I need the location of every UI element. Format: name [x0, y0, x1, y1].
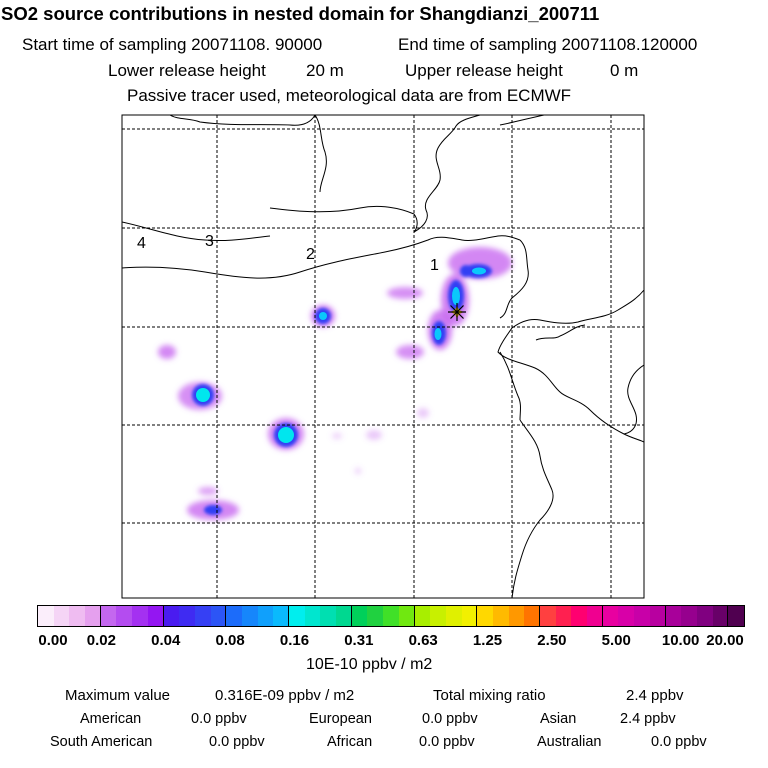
color-scale-unit: 10E-10 ppbv / m2: [306, 656, 433, 673]
coastline-borders: [122, 115, 644, 598]
color-scale-tick-label: 0.00: [38, 632, 68, 649]
color-scale-swatch: [273, 606, 289, 626]
color-scale-swatch: [336, 606, 352, 626]
color-scale-swatch: [524, 606, 540, 626]
color-scale-swatch: [194, 606, 211, 626]
color-scale-swatch: [492, 606, 509, 626]
color-scale-swatch: [602, 606, 619, 626]
color-scale-swatch: [681, 606, 697, 626]
color-scale-tick-label: 2.50: [537, 632, 567, 649]
region-name-asian: Asian: [540, 711, 577, 727]
total-mixing-value: 2.4 ppbv: [626, 687, 684, 704]
color-scale-swatch: [540, 606, 556, 626]
color-scale-swatch: [132, 606, 148, 626]
color-scale-swatch: [618, 606, 635, 626]
region-value-american: 0.0 ppbv: [191, 711, 247, 727]
color-scale-tick-label: 0.31: [344, 632, 374, 649]
color-scale-swatch: [241, 606, 258, 626]
region-value-south-american: 0.0 ppbv: [209, 734, 265, 750]
color-scale-swatch: [210, 606, 227, 626]
color-scale-swatch: [38, 606, 54, 626]
region-label-3: 3: [205, 233, 214, 250]
region-name-african: African: [327, 734, 373, 750]
color-scale-swatch: [414, 606, 431, 626]
color-scale-swatch: [367, 606, 384, 626]
region-name-south-american: South American: [50, 734, 153, 750]
lat-lon-grid: [122, 115, 644, 598]
region-value-european: 0.0 ppbv: [422, 711, 478, 727]
color-scale-swatch: [100, 606, 117, 626]
color-scale-swatch: [351, 606, 368, 626]
color-scale-swatch: [179, 606, 195, 626]
color-scale-swatch: [696, 606, 713, 626]
region-name-australian: Australian: [537, 734, 602, 750]
region-label-1: 1: [430, 257, 439, 274]
color-scale-swatch: [430, 606, 446, 626]
max-value-label: Maximum value: [65, 687, 171, 704]
color-scale-tick-label: 0.02: [86, 632, 116, 649]
color-scale-swatch: [571, 606, 588, 626]
start-time-label: Start time of sampling 20071108. 90000: [22, 35, 323, 54]
color-scale-swatch: [665, 606, 682, 626]
color-scale-swatch: [587, 606, 603, 626]
color-scale-swatch: [163, 606, 180, 626]
color-scale-swatch: [383, 606, 399, 626]
color-scale-swatch: [320, 606, 337, 626]
color-scale-swatch: [649, 606, 666, 626]
color-scale-swatch: [69, 606, 86, 626]
color-scale-swatch: [289, 606, 305, 626]
color-scale-tick-label: 20.00: [706, 632, 744, 649]
color-scale-swatch: [53, 606, 70, 626]
color-scale-swatch: [226, 606, 242, 626]
color-scale-swatch: [398, 606, 415, 626]
color-scale-swatch: [304, 606, 321, 626]
region-label-2: 2: [306, 246, 315, 263]
color-scale-tick-label: 10.00: [661, 632, 700, 649]
color-scale-swatch: [116, 606, 133, 626]
lower-release-label: Lower release height: [108, 61, 266, 80]
map-frame: [121, 114, 645, 599]
color-scale-bar: [37, 605, 745, 627]
color-scale-swatch: [461, 606, 478, 626]
max-value: 0.316E-09 ppbv / m2: [215, 687, 355, 704]
color-scale-swatch: [445, 606, 462, 626]
region-value-asian: 2.4 ppbv: [620, 711, 676, 727]
color-scale-swatch: [712, 606, 729, 626]
plume-cores: [196, 267, 486, 443]
color-scale-tick-label: 0.04: [151, 632, 181, 649]
region-label-4: 4: [137, 235, 146, 252]
upper-release-label: Upper release height: [405, 61, 563, 80]
color-scale-tick-label: 5.00: [601, 632, 631, 649]
end-time-label: End time of sampling 20071108.120000: [398, 35, 698, 54]
upper-release-value: 0 m: [610, 61, 639, 80]
color-scale-swatch: [634, 606, 650, 626]
tracer-note: Passive tracer used, meteorological data…: [127, 86, 572, 105]
color-scale-tick-label: 1.25: [472, 632, 503, 649]
color-scale-swatch: [477, 606, 493, 626]
color-scale-swatch: [85, 606, 101, 626]
color-scale-tick-label: 0.08: [215, 632, 245, 649]
lower-release-value: 20 m: [306, 61, 344, 80]
region-name-european: European: [309, 711, 372, 727]
color-scale-swatch: [508, 606, 525, 626]
color-scale-swatch: [147, 606, 164, 626]
color-scale-swatch: [257, 606, 274, 626]
color-scale-tick-label: 0.16: [279, 632, 310, 649]
total-mixing-label: Total mixing ratio: [433, 687, 546, 704]
color-scale-swatch: [555, 606, 572, 626]
region-value-australian: 0.0 ppbv: [651, 734, 707, 750]
asterisk-star-icon: [448, 303, 466, 321]
color-scale-tick-label: 0.63: [408, 632, 438, 649]
region-value-african: 0.0 ppbv: [419, 734, 475, 750]
map-title: SO2 source contributions in nested domai…: [1, 3, 600, 24]
color-scale-swatch: [728, 606, 744, 626]
region-name-american: American: [80, 711, 142, 727]
